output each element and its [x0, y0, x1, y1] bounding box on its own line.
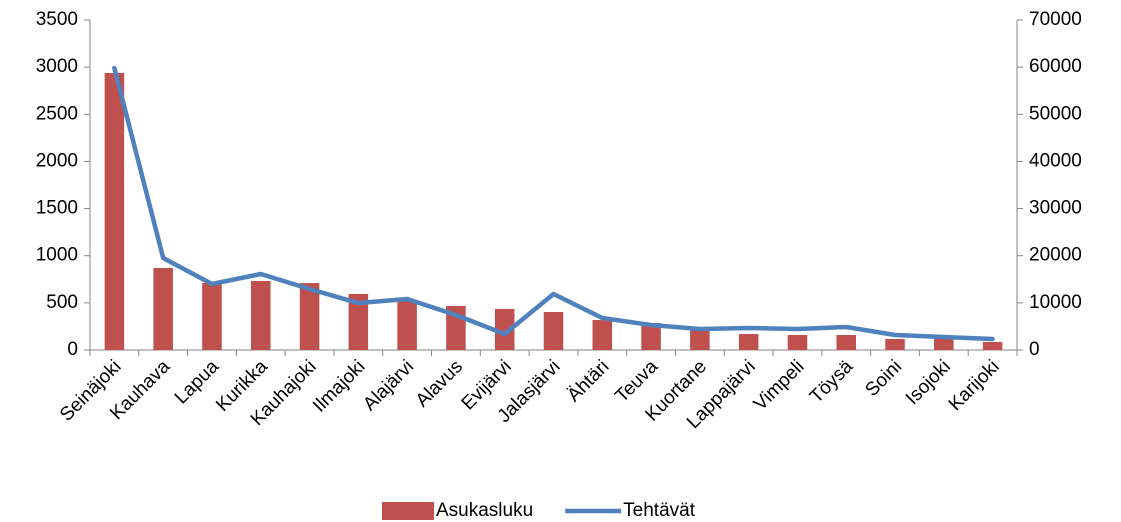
line	[112, 65, 995, 342]
bar	[934, 336, 954, 350]
y-tick-label: 500	[46, 292, 78, 313]
bar	[641, 322, 661, 350]
bar	[202, 283, 222, 350]
x-tick-label: Alavus	[412, 356, 467, 411]
bar	[982, 341, 1003, 350]
bar	[494, 308, 515, 350]
bar	[251, 280, 271, 350]
bar	[104, 72, 125, 350]
y2-tick-label: 30000	[1029, 198, 1082, 219]
bar	[787, 335, 808, 350]
bar	[299, 283, 320, 350]
x-tick-label: Soini	[861, 356, 906, 401]
y2-tick-label: 10000	[1029, 292, 1082, 313]
y-tick-label: 1000	[36, 245, 78, 266]
y2-tick-label: 40000	[1029, 150, 1082, 171]
y2-tick-label: 70000	[1029, 9, 1082, 30]
y-tick-label: 0	[67, 339, 78, 360]
bar	[348, 293, 369, 350]
bar	[885, 339, 905, 350]
y-tick-label: 3500	[36, 9, 78, 30]
x-tick-label: Alajärvi	[359, 356, 418, 415]
x-tick-label: Ilmajoki	[309, 356, 369, 416]
bar	[153, 267, 173, 350]
bar	[397, 300, 417, 350]
legend-swatch	[382, 502, 434, 520]
bar	[690, 330, 710, 350]
bar	[738, 334, 759, 350]
y-tick-label: 2500	[36, 103, 78, 124]
y2-tick-label: 0	[1029, 339, 1040, 360]
y2-tick-label: 60000	[1029, 56, 1082, 77]
x-tick-label: Töysä	[806, 356, 858, 408]
x-tick-label: Ähtäri	[563, 356, 613, 406]
bar	[836, 335, 856, 350]
legend-label: Asukasluku	[436, 500, 533, 521]
y2-tick-label: 20000	[1029, 245, 1082, 266]
y-tick-label: 2000	[36, 150, 78, 171]
legend-label: Tehtävät	[623, 500, 696, 521]
bar	[543, 312, 564, 350]
y-tick-label: 3000	[36, 56, 78, 77]
y-tick-label: 1500	[36, 198, 78, 219]
x-tick-label: Vimpeli	[750, 356, 809, 415]
x-tick-label: Karijoki	[945, 356, 1004, 415]
bar	[592, 320, 613, 350]
y2-tick-label: 50000	[1029, 103, 1082, 124]
